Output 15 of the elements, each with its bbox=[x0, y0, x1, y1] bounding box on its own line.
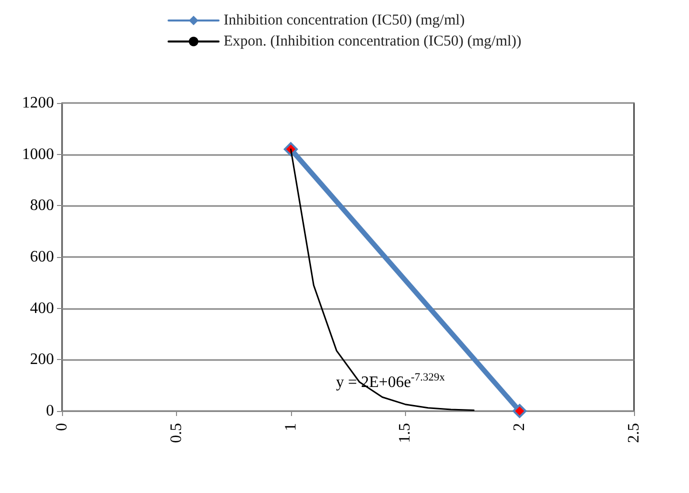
x-tick-label: 2.5 bbox=[626, 423, 642, 443]
x-tick-label: 2 bbox=[511, 423, 528, 431]
y-tick-label: 800 bbox=[30, 197, 54, 214]
y-tick-label: 200 bbox=[30, 351, 54, 368]
x-tick-label: 0 bbox=[54, 423, 70, 431]
y-tick-label: 1200 bbox=[22, 94, 54, 112]
legend-label: Expon. (Inhibition concentration (IC50) (mg/ml)) bbox=[224, 34, 522, 50]
x-tick-label: 1.5 bbox=[396, 423, 414, 443]
legend-label: Inhibition concentration (IC50) (mg/ml) bbox=[224, 12, 465, 28]
y-tick-label: 0 bbox=[46, 402, 54, 420]
x-tick-label: 1 bbox=[282, 423, 300, 431]
y-tick-label: 400 bbox=[30, 300, 54, 317]
y-tick-label: 1000 bbox=[22, 146, 54, 163]
x-tick-label: 0.5 bbox=[168, 423, 185, 443]
y-tick-label: 600 bbox=[30, 248, 54, 266]
